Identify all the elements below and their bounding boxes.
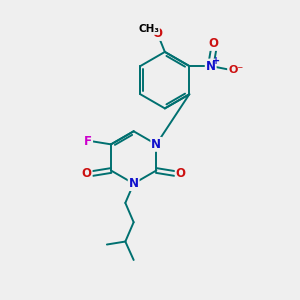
Text: F: F [84, 135, 92, 148]
Text: O: O [209, 37, 219, 50]
Text: N: N [151, 138, 161, 151]
Text: CH₃: CH₃ [138, 24, 159, 34]
Text: N: N [206, 59, 216, 73]
Text: +: + [212, 56, 220, 66]
Text: O: O [152, 27, 162, 40]
Text: N: N [129, 177, 139, 190]
Text: O: O [176, 167, 186, 180]
Text: O: O [82, 167, 92, 180]
Text: O⁻: O⁻ [228, 64, 243, 75]
